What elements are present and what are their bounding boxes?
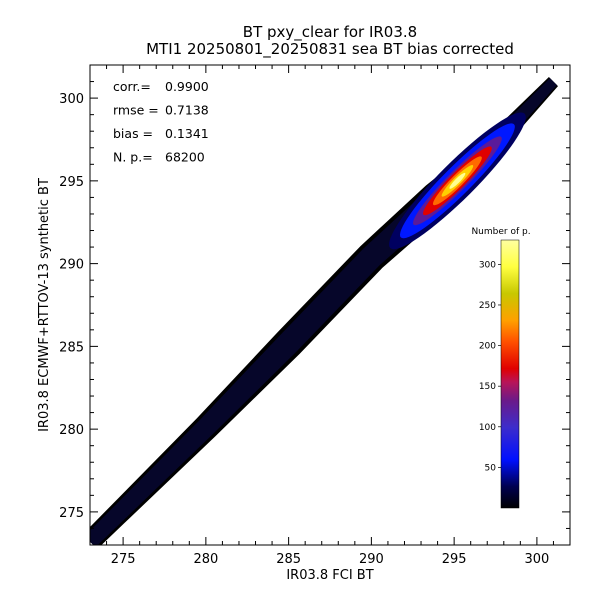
y-axis-label: IR03.8 ECMWF+RTTOV-13 synthetic BT [37, 178, 52, 432]
x-tick-label: 275 [111, 552, 136, 567]
colorbar-tick-label: 250 [479, 301, 496, 311]
colorbar-tick-label: 300 [479, 260, 496, 270]
colorbar-tick-label: 100 [479, 423, 496, 433]
colorbar: Number of p. 50 100 150 200 250 300 [471, 227, 531, 509]
y-tick-label: 290 [59, 258, 84, 273]
stat-value: 0.7138 [165, 103, 209, 118]
density-core-peak [449, 172, 466, 189]
colorbar-tick-label: 150 [479, 382, 496, 392]
stat-label: corr.= [113, 79, 151, 94]
colorbar-ticks: 50 100 150 200 250 300 [479, 260, 501, 473]
x-tick-label: 295 [442, 552, 467, 567]
stat-label: N. p.= [113, 150, 153, 165]
stat-label: bias = [113, 126, 153, 141]
stat-value: 0.1341 [165, 126, 209, 141]
y-tick-label: 295 [59, 175, 84, 190]
x-tick-label: 280 [193, 552, 218, 567]
x-axis: 275 280 285 290 295 300 [89, 65, 571, 567]
colorbar-title: Number of p. [471, 227, 530, 237]
x-tick-label: 285 [276, 552, 301, 567]
y-tick-label: 280 [59, 423, 84, 438]
x-tick-label: 300 [524, 552, 549, 567]
stat-label: rmse = [113, 103, 159, 118]
colorbar-tick-label: 200 [479, 342, 496, 352]
y-axis: 275 280 285 290 295 300 [59, 64, 570, 546]
stat-value: 68200 [165, 150, 205, 165]
y-tick-label: 285 [59, 340, 84, 355]
colorbar-tick-label: 50 [485, 463, 497, 473]
y-tick-label: 275 [59, 506, 84, 521]
x-axis-label: IR03.8 FCI BT [286, 568, 373, 583]
chart-subtitle: MTI1 20250801_20250831 sea BT bias corre… [146, 40, 514, 59]
y-tick-label: 300 [59, 92, 84, 107]
chart-title: BT pxy_clear for IR03.8 [243, 23, 417, 42]
stats-panel: corr.= 0.9900 rmse = 0.7138 bias = 0.1341 N. p… [113, 79, 209, 165]
density-cloud [90, 77, 558, 545]
colorbar-gradient [500, 239, 520, 509]
stat-value: 0.9900 [165, 79, 209, 94]
x-tick-label: 290 [359, 552, 384, 567]
plot-frame [89, 64, 571, 546]
